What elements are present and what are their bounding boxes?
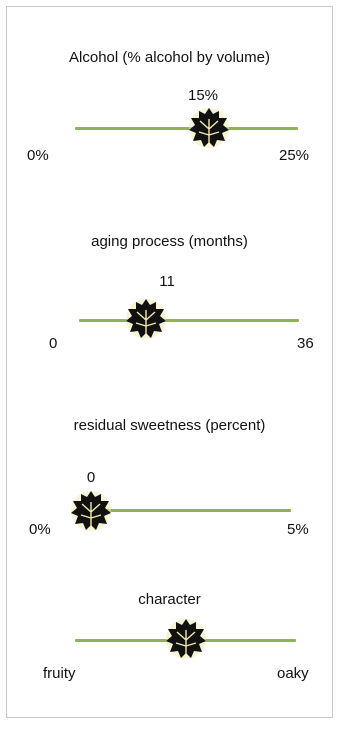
slider-max-label: 5% [287, 521, 309, 538]
slider-title: Alcohol (% alcohol by volume) [69, 49, 270, 66]
slider-track[interactable] [87, 509, 291, 512]
slider-value: 11 [159, 273, 175, 290]
wine-profile-panel: Alcohol (% alcohol by volume) 15% 0% 25%… [6, 6, 333, 718]
slider-value: 0 [86, 469, 96, 486]
slider-title: character [138, 591, 201, 608]
slider-thumb[interactable] [186, 105, 232, 151]
grape-leaf-icon [165, 619, 206, 659]
slider-title: aging process (months) [91, 233, 248, 250]
slider-track[interactable] [75, 127, 298, 130]
grape-leaf-icon [126, 299, 167, 339]
slider-max-label: oaky [277, 665, 309, 682]
grape-leaf-icon [188, 108, 229, 148]
slider-thumb[interactable] [163, 616, 209, 662]
slider-thumb[interactable] [68, 488, 114, 534]
slider-min-label: 0% [27, 147, 49, 164]
slider-max-label: 25% [279, 147, 310, 164]
slider-min-label: 0 [49, 335, 58, 352]
slider-min-label: 0% [29, 521, 51, 538]
character-slider: character fruity oaky [7, 583, 332, 733]
slider-value: 15% [187, 87, 219, 104]
alcohol-slider: Alcohol (% alcohol by volume) 15% 0% 25% [7, 43, 332, 193]
slider-max-label: 36 [297, 335, 314, 352]
aging-process-slider: aging process (months) 11 0 36 [7, 231, 332, 381]
slider-title: residual sweetness (percent) [73, 417, 266, 434]
slider-track[interactable] [79, 319, 299, 322]
slider-thumb[interactable] [123, 296, 169, 342]
grape-leaf-icon [71, 491, 111, 531]
slider-min-label: fruity [43, 665, 76, 682]
residual-sweetness-slider: residual sweetness (percent) 0 0% 5% [7, 411, 332, 561]
